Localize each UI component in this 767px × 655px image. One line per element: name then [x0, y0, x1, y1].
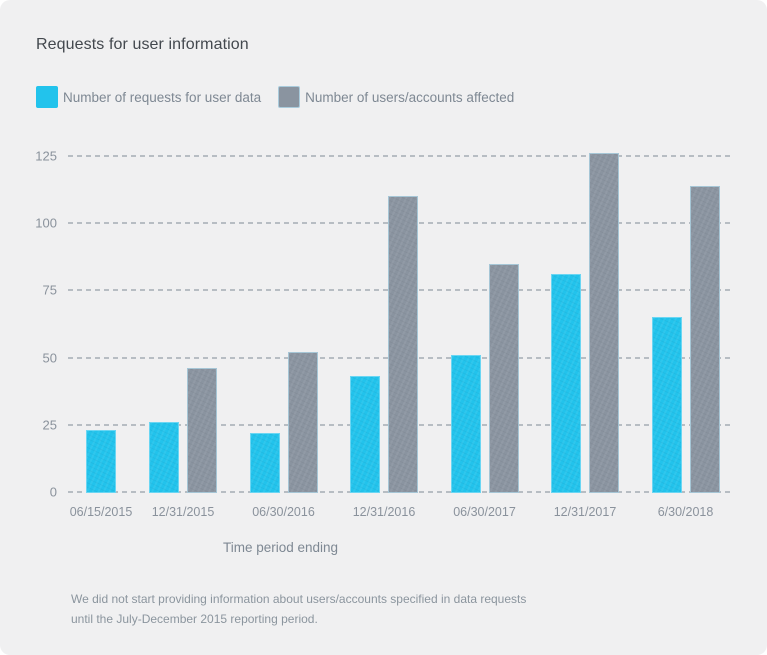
legend-item-affected: Number of users/accounts affected	[278, 86, 514, 108]
x-tick-label-6/30/2018: 6/30/2018	[657, 505, 714, 519]
bar-affected-06/30/2017	[488, 263, 519, 493]
y-tick-label-75: 75	[42, 282, 57, 298]
legend-label-requests: Number of requests for user data	[63, 89, 262, 105]
bar-affected-12/31/2016	[388, 196, 418, 493]
affected-swatch-icon	[278, 86, 301, 108]
x-tick-label-12/31/2016: 12/31/2016	[352, 505, 416, 519]
footnote: We did not start providing information a…	[71, 589, 526, 629]
y-tick-label-125: 125	[35, 148, 57, 164]
y-tick-label-100: 100	[35, 215, 57, 231]
chart-title: Requests for user information	[36, 36, 249, 53]
x-tick-label-12/31/2015: 12/31/2015	[151, 505, 215, 519]
bar-requests-12/31/2015	[149, 422, 179, 493]
y-tick-label-25: 25	[42, 417, 57, 433]
requests-swatch-icon	[36, 86, 58, 108]
bar-requests-06/30/2017	[450, 354, 481, 493]
bar-requests-06/30/2016	[249, 432, 280, 493]
bar-affected-12/31/2015	[187, 368, 217, 493]
bar-requests-6/30/2018	[651, 317, 682, 493]
x-tick-label-06/30/2016: 06/30/2016	[252, 505, 315, 519]
x-tick-label-06/30/2017: 06/30/2017	[453, 505, 516, 519]
footnote-line-1: We did not start providing information a…	[71, 592, 527, 606]
x-tick-label-06/15/2015: 06/15/2015	[69, 505, 133, 519]
x-axis-title: Time period ending	[223, 540, 339, 555]
bar-affected-06/30/2016	[287, 352, 318, 493]
footnote-line-2: until the July-December 2015 reporting p…	[71, 612, 318, 626]
legend: Number of requests for user data Number …	[36, 86, 514, 108]
legend-item-requests: Number of requests for user data	[36, 86, 261, 108]
y-tick-label-50: 50	[42, 350, 57, 366]
legend-label-affected: Number of users/accounts affected	[305, 89, 515, 105]
bar-requests-12/31/2017	[551, 274, 581, 493]
plot-area: 0 25 50 75 100 125	[0, 149, 767, 500]
bar-requests-12/31/2016	[350, 376, 380, 493]
bar-affected-6/30/2018	[689, 185, 720, 493]
bar-affected-12/31/2017	[589, 153, 619, 493]
y-tick-label-0: 0	[49, 484, 57, 500]
bar-requests-06/15/2015	[86, 430, 116, 493]
gridline-y-125	[68, 155, 730, 157]
x-tick-label-12/31/2017: 12/31/2017	[553, 505, 617, 519]
